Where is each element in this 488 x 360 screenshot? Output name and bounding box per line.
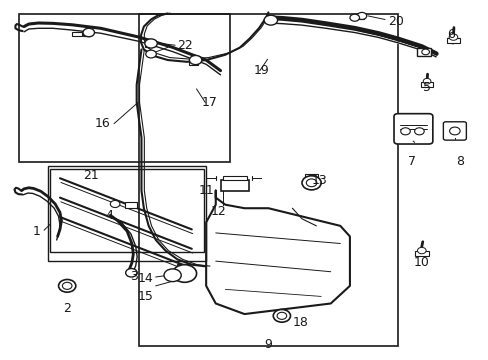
Text: 16: 16 xyxy=(94,117,110,130)
Bar xyxy=(48,166,206,261)
Circle shape xyxy=(110,201,120,207)
Circle shape xyxy=(421,49,428,55)
Bar xyxy=(139,14,397,346)
Circle shape xyxy=(83,28,94,37)
Text: 1: 1 xyxy=(33,225,41,238)
Text: 21: 21 xyxy=(83,170,99,183)
Circle shape xyxy=(125,269,137,277)
Text: 5: 5 xyxy=(422,81,430,94)
Circle shape xyxy=(59,279,76,292)
Text: 19: 19 xyxy=(254,64,269,77)
Bar xyxy=(144,44,152,48)
Circle shape xyxy=(423,78,430,84)
Circle shape xyxy=(448,127,459,135)
Circle shape xyxy=(414,128,423,135)
Text: 6: 6 xyxy=(446,28,453,41)
Circle shape xyxy=(302,176,321,190)
Circle shape xyxy=(189,55,202,65)
Bar xyxy=(414,251,428,256)
Text: 13: 13 xyxy=(311,174,326,186)
Circle shape xyxy=(172,265,196,282)
Bar xyxy=(355,16,363,19)
Bar xyxy=(304,174,318,178)
Text: 8: 8 xyxy=(455,155,463,168)
Text: 10: 10 xyxy=(413,256,429,269)
Text: 22: 22 xyxy=(177,40,193,53)
Bar xyxy=(82,33,90,36)
FancyBboxPatch shape xyxy=(393,114,432,144)
Circle shape xyxy=(277,312,286,319)
Bar xyxy=(50,170,203,252)
Text: 17: 17 xyxy=(201,96,217,109)
Text: 4: 4 xyxy=(105,209,113,222)
Bar xyxy=(177,264,189,269)
Text: 3: 3 xyxy=(130,270,138,283)
Text: 11: 11 xyxy=(198,184,214,197)
Text: 12: 12 xyxy=(210,205,226,218)
Bar xyxy=(19,14,230,162)
Bar xyxy=(420,82,432,86)
Bar xyxy=(188,61,197,66)
Bar xyxy=(446,38,459,43)
Text: 2: 2 xyxy=(63,302,71,315)
Circle shape xyxy=(305,179,316,187)
Bar xyxy=(223,176,246,180)
Text: 18: 18 xyxy=(292,316,307,329)
Circle shape xyxy=(273,310,290,322)
Circle shape xyxy=(62,282,72,289)
Circle shape xyxy=(417,247,425,254)
Text: 7: 7 xyxy=(407,155,415,168)
Bar xyxy=(220,180,249,190)
Circle shape xyxy=(349,14,359,21)
Circle shape xyxy=(400,128,409,135)
Circle shape xyxy=(356,12,366,19)
Circle shape xyxy=(144,39,157,48)
Text: 15: 15 xyxy=(137,290,153,303)
Circle shape xyxy=(145,50,156,58)
Text: 20: 20 xyxy=(387,15,403,28)
Circle shape xyxy=(264,15,277,25)
Bar xyxy=(124,202,137,207)
Circle shape xyxy=(448,34,457,40)
FancyBboxPatch shape xyxy=(443,122,466,140)
Text: 9: 9 xyxy=(264,338,272,351)
Bar xyxy=(416,48,430,56)
Bar xyxy=(72,32,81,36)
Text: 14: 14 xyxy=(138,272,153,285)
Circle shape xyxy=(163,269,181,282)
